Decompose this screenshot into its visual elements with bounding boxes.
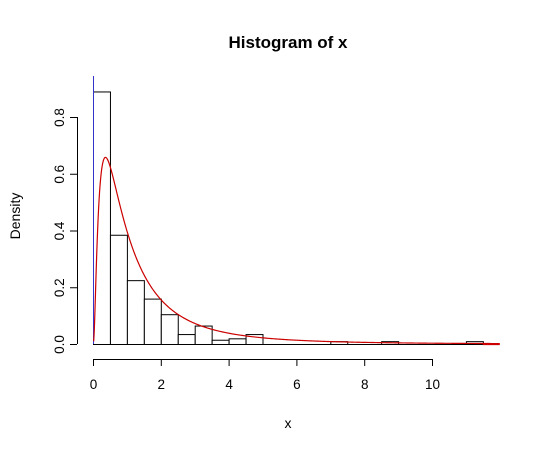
histogram-bar	[93, 91, 111, 346]
chart-title: Histogram of x	[228, 33, 348, 52]
y-axis: 0.0 0.2 0.4 0.6 0.8	[52, 108, 78, 354]
density-curve	[93, 156, 500, 345]
x-tick-label: 4	[225, 377, 233, 392]
histogram-bar	[160, 314, 179, 345]
histogram-bar	[126, 280, 145, 345]
y-tick-label: 0.4	[52, 221, 67, 240]
histogram-bar	[177, 334, 196, 346]
histogram-bar	[211, 339, 230, 345]
y-tick-label: 0.6	[52, 165, 67, 184]
y-tick-label: 0.8	[52, 108, 67, 127]
x-axis: 0 2 4 6 8 10	[90, 359, 440, 392]
histogram-bar	[228, 338, 247, 346]
histogram-bars	[93, 91, 484, 346]
histogram-bar	[109, 234, 128, 346]
y-tick-label: 0.2	[52, 278, 67, 297]
x-tick-label: 8	[361, 377, 369, 392]
x-axis-label: x	[285, 415, 292, 431]
histogram-bar	[143, 298, 162, 346]
density-curve-group	[93, 156, 500, 346]
y-tick-label: 0.0	[52, 335, 67, 354]
x-tick-label: 0	[90, 377, 98, 392]
x-tick-label: 6	[293, 377, 301, 392]
x-tick-label: 2	[158, 377, 166, 392]
x-tick-label: 10	[425, 377, 440, 392]
y-axis-label: Density	[7, 193, 23, 240]
